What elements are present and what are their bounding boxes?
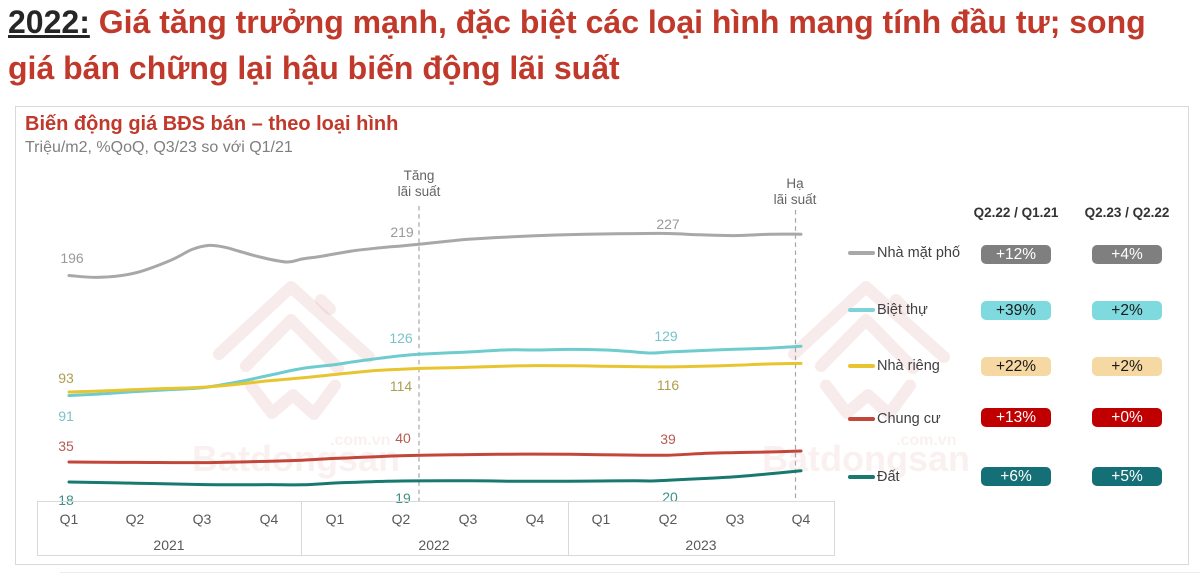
svg-text:.com.vn: .com.vn bbox=[896, 432, 956, 449]
svg-text:.com.vn: .com.vn bbox=[330, 432, 390, 449]
